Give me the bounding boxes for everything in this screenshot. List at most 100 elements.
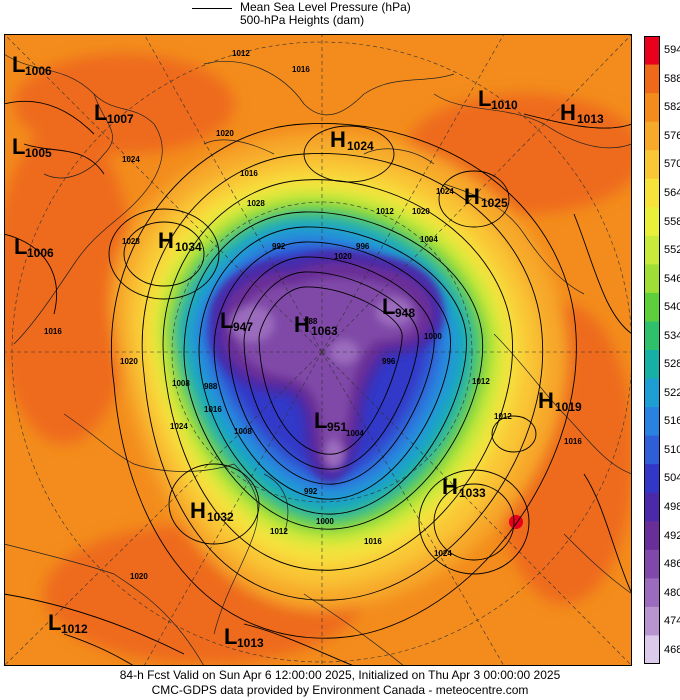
colorbar-swatch bbox=[644, 64, 660, 94]
pressure-system-low: L 947 bbox=[220, 308, 253, 334]
colorbar-tick-label: 540 bbox=[664, 301, 680, 314]
isobar-label: 1016 bbox=[364, 537, 382, 546]
svg-text:H: H bbox=[464, 184, 480, 209]
svg-text:947: 947 bbox=[233, 320, 253, 334]
isobar-label: 1020 bbox=[130, 572, 148, 581]
pressure-system-high: H 1063 bbox=[294, 312, 338, 338]
colorbar-swatch bbox=[644, 521, 660, 551]
colorbar-tick-label: 498 bbox=[664, 501, 680, 513]
svg-text:L: L bbox=[478, 86, 491, 111]
colorbar-tick-label: 564 bbox=[664, 187, 680, 199]
colorbar-tick-label: 576 bbox=[664, 129, 680, 142]
colorbar-swatch bbox=[644, 150, 660, 180]
isobars bbox=[4, 100, 632, 666]
colorbar-swatch bbox=[644, 549, 660, 579]
colorbar-tick-label: 534 bbox=[664, 329, 680, 342]
colorbar-swatch bbox=[644, 178, 660, 208]
pressure-system-low: L 1007 bbox=[94, 100, 134, 126]
svg-text:L: L bbox=[12, 52, 25, 77]
colorbar-tick-label: 552 bbox=[664, 244, 680, 257]
isobar-label: 1024 bbox=[436, 187, 454, 196]
svg-text:L: L bbox=[382, 294, 395, 319]
svg-text:L: L bbox=[12, 134, 25, 159]
colorbar-border bbox=[644, 36, 660, 664]
svg-text:1010: 1010 bbox=[491, 98, 518, 112]
map-frame bbox=[4, 34, 632, 666]
isobar-label: 1000 bbox=[424, 332, 442, 341]
colorbar-tick-label: 558 bbox=[664, 215, 680, 228]
pressure-systems: L 1006 L 1007 L 1005 L 1006 H 1034 H 1024 H 102… bbox=[12, 52, 604, 650]
pressure-system-low: L 1010 bbox=[478, 86, 518, 112]
mslp-legend-label: Mean Sea Level Pressure (hPa) bbox=[240, 0, 411, 14]
isobar-label: 1000 bbox=[316, 517, 334, 526]
isobar-label: 1016 bbox=[44, 327, 62, 336]
colorbar bbox=[644, 36, 660, 664]
colorbar-tick-label: 594 bbox=[664, 44, 680, 57]
isobar-label: 1020 bbox=[120, 357, 138, 366]
svg-text:1063: 1063 bbox=[311, 324, 338, 338]
svg-text:L: L bbox=[48, 610, 61, 635]
colorbar-swatch bbox=[644, 464, 660, 494]
colorbar-tick-label: 522 bbox=[664, 386, 680, 399]
colorbar-swatch bbox=[644, 606, 660, 636]
isobar-label: 1024 bbox=[122, 155, 140, 164]
isobar-label: 1024 bbox=[170, 422, 188, 431]
isobar-label: 1004 bbox=[420, 235, 438, 244]
isobar-label: 1004 bbox=[346, 429, 364, 438]
colorbar-swatch bbox=[644, 435, 660, 465]
isobar-label: 1008 bbox=[172, 379, 190, 388]
pressure-system-low: L 1005 bbox=[12, 134, 52, 160]
pressure-system-high: H 1025 bbox=[464, 184, 508, 210]
isobar-label: 996 bbox=[382, 357, 396, 366]
heights-legend-label: 500-hPa Heights (dam) bbox=[240, 13, 365, 27]
svg-text:H: H bbox=[442, 474, 458, 499]
weather-map: 1012 1016 1020 1024 1028 1016 1020 1024 … bbox=[4, 34, 632, 666]
isobar-label: 1016 bbox=[564, 437, 582, 446]
isobar-label: 1012 bbox=[270, 527, 288, 536]
colorbar-tick-label: 504 bbox=[664, 472, 680, 485]
isobar-label: 1008 bbox=[234, 427, 252, 436]
pressure-system-high: H 1019 bbox=[538, 388, 582, 414]
legend: Mean Sea Level Pressure (hPa) 500-hPa He… bbox=[0, 0, 680, 34]
colorbar-swatch bbox=[644, 492, 660, 522]
colorbar-swatch bbox=[644, 207, 660, 237]
pressure-system-high: H 1013 bbox=[560, 100, 604, 126]
colorbar-tick-label: 516 bbox=[664, 415, 680, 428]
svg-text:L: L bbox=[14, 234, 27, 259]
svg-text:1006: 1006 bbox=[25, 64, 52, 78]
svg-text:L: L bbox=[314, 408, 327, 433]
colorbar-swatch bbox=[644, 121, 660, 151]
isobar-label: 1016 bbox=[292, 65, 310, 74]
svg-text:H: H bbox=[560, 100, 576, 125]
trough-core bbox=[209, 249, 444, 483]
colorbar-tick-label: 528 bbox=[664, 358, 680, 371]
isobar-label: 992 bbox=[304, 487, 318, 496]
svg-text:1005: 1005 bbox=[25, 146, 52, 160]
svg-text:H: H bbox=[538, 388, 554, 413]
pressure-system-low: L 1006 bbox=[12, 52, 52, 78]
svg-text:1024: 1024 bbox=[347, 139, 374, 153]
coastlines bbox=[4, 53, 632, 666]
svg-text:H: H bbox=[330, 127, 346, 152]
colorbar-tick-label: 468 bbox=[664, 643, 680, 656]
colorbar-tick-label: 492 bbox=[664, 529, 680, 542]
isobar-label: 1020 bbox=[216, 129, 234, 138]
colorbar-tick-label: 570 bbox=[664, 158, 680, 171]
svg-text:951: 951 bbox=[327, 420, 347, 434]
isobar-label: 1024 bbox=[434, 549, 452, 558]
isobar-label: 1028 bbox=[247, 199, 265, 208]
svg-text:H: H bbox=[158, 228, 174, 253]
svg-text:1006: 1006 bbox=[27, 246, 54, 260]
isobar-label: 988 bbox=[204, 382, 218, 391]
svg-text:H: H bbox=[190, 498, 206, 523]
svg-text:1019: 1019 bbox=[555, 400, 582, 414]
pressure-system-high: H 1033 bbox=[442, 474, 486, 500]
svg-text:1013: 1013 bbox=[237, 636, 264, 650]
pressure-system-low: L 948 bbox=[382, 294, 415, 320]
isobar-label: 988 bbox=[304, 317, 318, 326]
svg-text:H: H bbox=[294, 312, 310, 337]
svg-text:948: 948 bbox=[395, 306, 415, 320]
isobar-legend-line bbox=[192, 8, 232, 9]
isobar-label: 1012 bbox=[376, 207, 394, 216]
isobar-labels: 1012 1016 1020 1024 1028 1016 1020 1024 … bbox=[44, 49, 582, 581]
